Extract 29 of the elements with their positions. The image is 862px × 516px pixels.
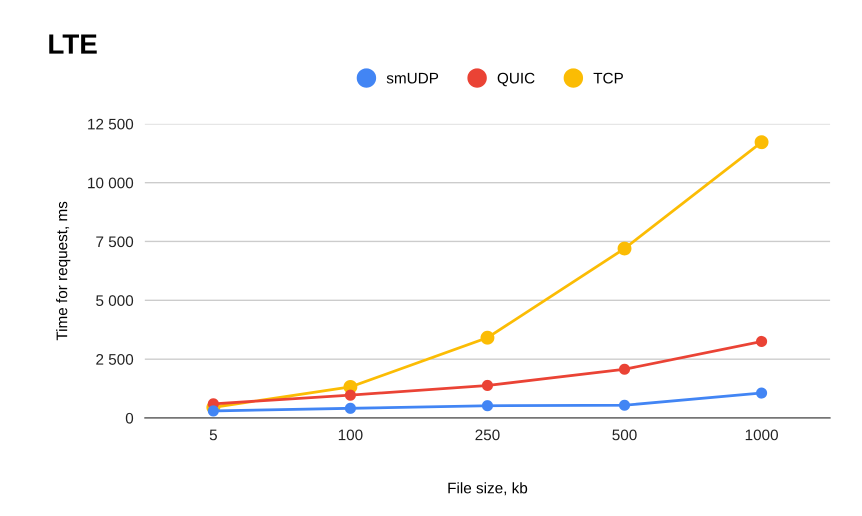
y-tick-label: 7 500 (96, 236, 134, 248)
x-tick-label: 100 (338, 429, 363, 440)
legend-label: smUDP (386, 72, 438, 84)
point (344, 402, 356, 414)
y-tick-label: 12 500 (88, 118, 134, 130)
point (480, 330, 494, 345)
chart-title: LTE (49, 34, 97, 54)
y-tick-label: 2 500 (96, 354, 134, 365)
y-axis-title: Time for request, ms (56, 202, 70, 340)
legend-label: TCP (594, 72, 623, 84)
y-tick-label: 5 000 (96, 295, 134, 306)
point (618, 242, 632, 256)
x-tick-label: 500 (612, 429, 637, 440)
legend-label: QUIC (498, 72, 535, 86)
point (618, 364, 630, 375)
x-tick-label: 250 (475, 429, 500, 440)
x-axis-title: File size, kb (448, 482, 528, 496)
y-tick-label: 10 000 (88, 178, 134, 188)
x-tick-label: 1000 (746, 429, 778, 440)
point (482, 400, 494, 412)
point (618, 400, 630, 411)
x-tick-label: 5 (210, 430, 217, 440)
point (756, 336, 768, 348)
point (344, 390, 356, 401)
point (208, 405, 219, 416)
y-tick-label: 0 (126, 412, 134, 424)
point (754, 135, 769, 150)
point (756, 387, 768, 399)
point (482, 380, 494, 392)
